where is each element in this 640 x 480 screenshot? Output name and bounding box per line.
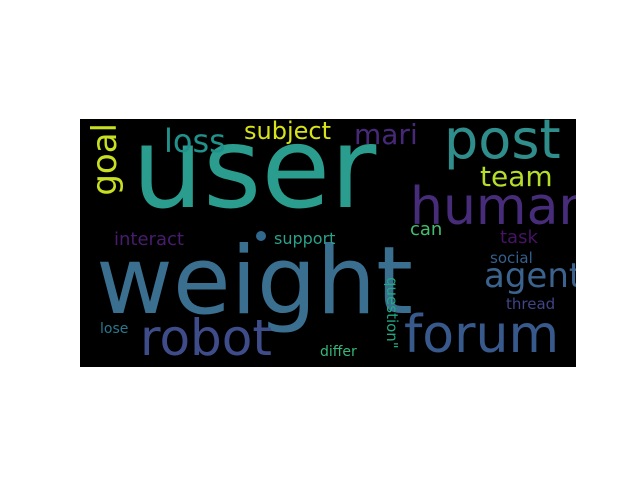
word-can: can bbox=[410, 219, 443, 240]
word-lose: lose bbox=[100, 321, 129, 337]
word-human: human bbox=[410, 177, 576, 237]
word-support: support bbox=[274, 229, 336, 248]
word-task: task bbox=[500, 227, 538, 248]
word-question: question" bbox=[383, 277, 401, 349]
word-cloud: user weight post human robot forum agent… bbox=[80, 119, 576, 367]
word-differ: differ bbox=[320, 344, 357, 360]
word-forum: forum bbox=[404, 305, 560, 365]
word-thread: thread bbox=[506, 295, 556, 313]
word-user: user bbox=[132, 119, 377, 234]
word-robot: robot bbox=[140, 309, 272, 367]
word-team: team bbox=[480, 160, 553, 193]
word-social: social bbox=[490, 249, 533, 267]
word-loss: loss bbox=[164, 122, 226, 160]
word-agent: agent bbox=[484, 256, 576, 296]
word-mari: mari bbox=[354, 119, 418, 151]
word-subject: subject bbox=[244, 119, 331, 145]
word-post: post bbox=[444, 119, 561, 171]
dot-mark bbox=[256, 231, 266, 241]
word-weight: weight bbox=[96, 227, 413, 336]
word-interact: interact bbox=[114, 229, 184, 250]
word-goal: goal bbox=[85, 123, 125, 196]
